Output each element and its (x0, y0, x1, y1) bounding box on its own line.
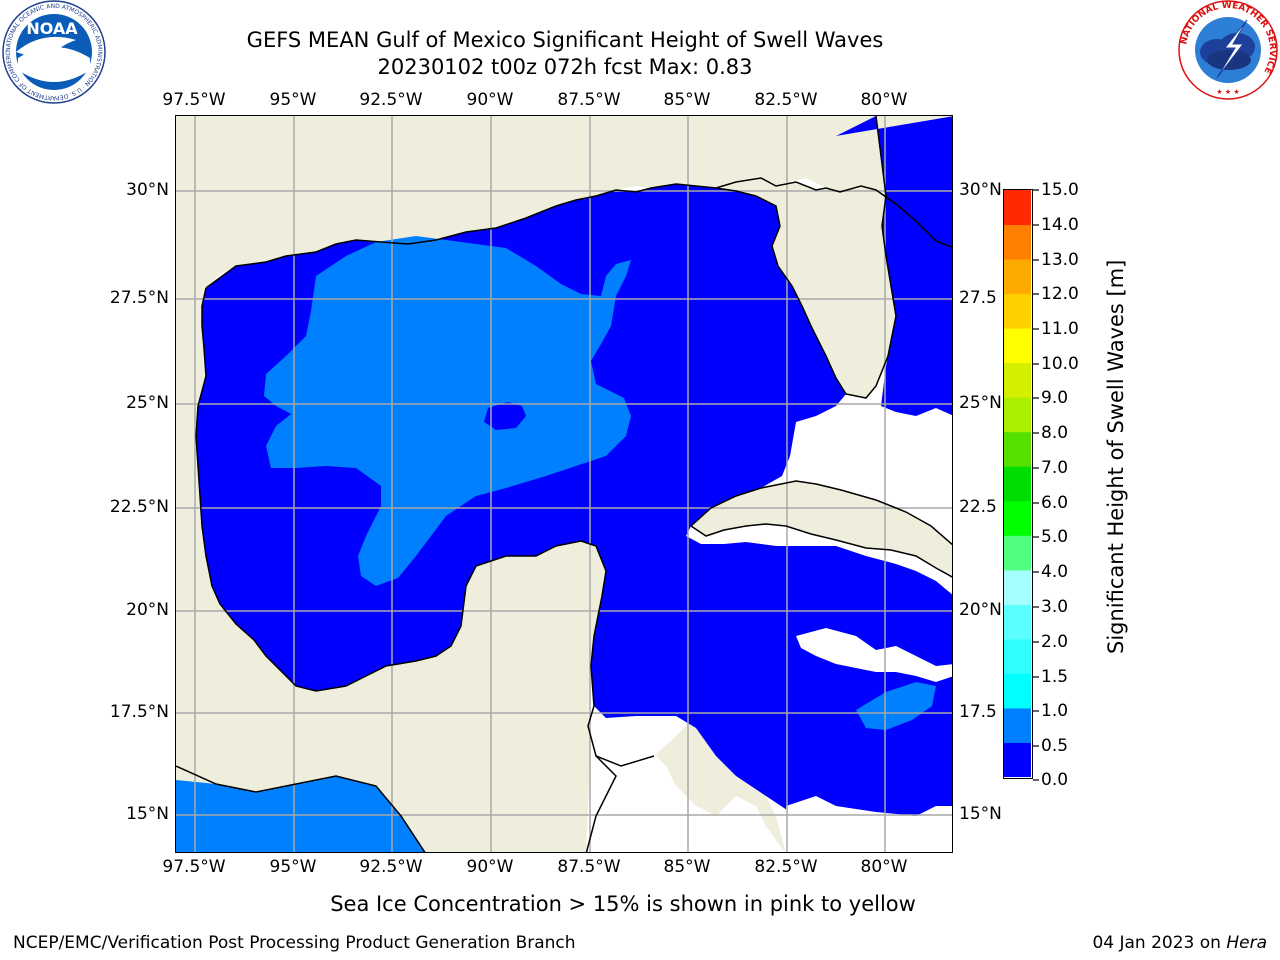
footer-credit: NCEP/EMC/Verification Post Processing Pr… (13, 933, 576, 953)
no-data-patch (796, 628, 952, 682)
noaa-logo: NATIONAL OCEANIC AND ATMOSPHERIC ADMINIS… (2, 0, 106, 104)
colorbar-tick-label: 11.0 (1041, 319, 1079, 339)
lon-label-bottom: 97.5°W (162, 857, 226, 877)
lon-label-top: 85°W (663, 90, 711, 110)
footer-date-text: 04 Jan 2023 on (1092, 933, 1227, 953)
colorbar-swatch (1004, 362, 1031, 398)
ocean-swell-low-patch (484, 402, 526, 430)
lon-label-top: 97.5°W (162, 90, 226, 110)
colorbar-swatch (1004, 397, 1031, 433)
colorbar-title-text: Significant Height of Swell Waves [m] (1104, 259, 1128, 654)
colorbar-tick-label: 0.0 (1041, 770, 1069, 790)
no-data-patch (586, 726, 785, 852)
footer-machine: Hera (1226, 933, 1267, 953)
colorbar-tick-label: 9.0 (1041, 388, 1069, 408)
colorbar-tick-label: 12.0 (1041, 284, 1079, 304)
colorbar-tick-label: 1.5 (1041, 667, 1069, 687)
colorbar-tick-label: 7.0 (1041, 458, 1069, 478)
colorbar-tick-label: 0.5 (1041, 736, 1069, 756)
colorbar-tick-label: 3.0 (1041, 597, 1069, 617)
lon-label-top: 95°W (269, 90, 317, 110)
ocean-swell-caribbean-patch (856, 682, 936, 730)
colorbar-swatch (1004, 673, 1031, 709)
lon-label-bottom: 85°W (663, 857, 711, 877)
colorbar-swatch (1004, 466, 1031, 502)
colorbar-tick-label: 6.0 (1041, 493, 1069, 513)
colorbar-tick-label: 10.0 (1041, 354, 1079, 374)
sea-ice-note: Sea Ice Concentration > 15% is shown in … (330, 892, 916, 916)
lat-label-right: 20°N (959, 600, 1002, 620)
colorbar-swatch (1004, 431, 1031, 467)
coastlines (176, 116, 952, 852)
map-canvas (176, 116, 952, 852)
lat-label-left: 25°N (126, 393, 169, 413)
colorbar-swatch (1004, 293, 1031, 329)
lon-label-top: 82.5°W (754, 90, 818, 110)
colorbar-tick-label: 2.0 (1041, 632, 1069, 652)
colorbar-swatch (1004, 707, 1031, 743)
colorbar (1003, 189, 1033, 779)
lat-label-left: 20°N (126, 600, 169, 620)
colorbar-tick-label: 14.0 (1041, 215, 1079, 235)
colorbar-swatch (1004, 190, 1031, 226)
lat-label-right: 22.5 (959, 497, 997, 517)
lon-label-top: 87.5°W (557, 90, 621, 110)
lat-label-left: 17.5°N (109, 702, 169, 722)
colorbar-tick-label: 4.0 (1041, 562, 1069, 582)
nws-logo: NATIONAL WEATHER SERVICE ★ ★ ★ (1178, 0, 1278, 100)
lon-label-top: 92.5°W (359, 90, 423, 110)
lat-label-left: 22.5°N (109, 497, 169, 517)
lon-label-bottom: 80°W (860, 857, 908, 877)
colorbar-title: Significant Height of Swell Waves [m] (1103, 260, 1129, 654)
lat-label-right: 30°N (959, 180, 1002, 200)
noaa-logo-text: NOAA (26, 19, 78, 38)
lat-label-right: 25°N (959, 393, 1002, 413)
svg-text:★ ★ ★: ★ ★ ★ (1216, 88, 1239, 96)
lon-label-top: 90°W (466, 90, 514, 110)
colorbar-tick-marks (1033, 189, 1039, 781)
land-us-gulf-coast (176, 116, 840, 686)
footer-date: 04 Jan 2023 on Hera (1092, 932, 1267, 954)
lat-label-left: 15°N (126, 804, 169, 824)
lon-label-bottom: 90°W (466, 857, 514, 877)
colorbar-swatch (1004, 604, 1031, 640)
lat-label-right: 15°N (959, 804, 1002, 824)
map-panel (175, 115, 953, 853)
lat-label-left: 30°N (126, 180, 169, 200)
colorbar-swatch (1004, 259, 1031, 295)
colorbar-tick-label: 5.0 (1041, 527, 1069, 547)
lat-label-left: 27.5°N (109, 288, 169, 308)
colorbar-tick-label: 1.0 (1041, 701, 1069, 721)
lat-label-right: 27.5 (959, 288, 997, 308)
lat-label-right: 17.5 (959, 702, 997, 722)
colorbar-swatch (1004, 535, 1031, 571)
ocean-swell-pacific-bottom-left (176, 776, 425, 852)
chart-title: GEFS MEAN Gulf of Mexico Significant Hei… (246, 28, 884, 52)
ocean-swell-0.5-1.0 (264, 236, 631, 586)
grid-lines (176, 116, 952, 852)
land-florida-peninsula (716, 116, 896, 398)
lon-label-bottom: 92.5°W (359, 857, 423, 877)
lon-label-bottom: 87.5°W (557, 857, 621, 877)
lon-label-top: 80°W (860, 90, 908, 110)
colorbar-tick-label: 13.0 (1041, 250, 1079, 270)
land-yucatan-central-america (406, 541, 784, 852)
colorbar-tick-label: 8.0 (1041, 423, 1069, 443)
colorbar-swatch (1004, 742, 1031, 777)
colorbar-swatch (1004, 224, 1031, 260)
no-data-patch (786, 796, 952, 852)
lon-label-bottom: 82.5°W (754, 857, 818, 877)
chart-subtitle: 20230102 t00z 072h fcst Max: 0.83 (377, 55, 753, 79)
colorbar-tick-label: 15.0 (1041, 180, 1079, 200)
colorbar-swatch (1004, 500, 1031, 536)
colorbar-swatches (1004, 190, 1031, 777)
lon-label-bottom: 95°W (269, 857, 317, 877)
colorbar-swatch (1004, 328, 1031, 364)
colorbar-swatch (1004, 569, 1031, 605)
colorbar-swatch (1004, 638, 1031, 674)
